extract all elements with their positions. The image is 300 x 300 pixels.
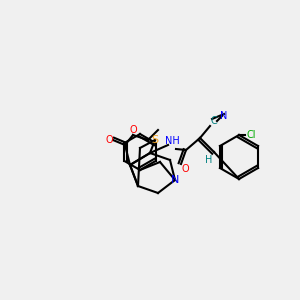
Text: C: C — [211, 116, 218, 126]
Text: O: O — [129, 125, 137, 135]
Text: N: N — [220, 111, 228, 121]
Text: S: S — [152, 135, 159, 145]
Text: Cl: Cl — [246, 130, 256, 140]
Text: N: N — [171, 175, 179, 185]
Text: NH: NH — [165, 136, 179, 146]
Text: O: O — [105, 135, 113, 145]
Text: H: H — [205, 155, 213, 165]
Text: O: O — [181, 164, 189, 174]
